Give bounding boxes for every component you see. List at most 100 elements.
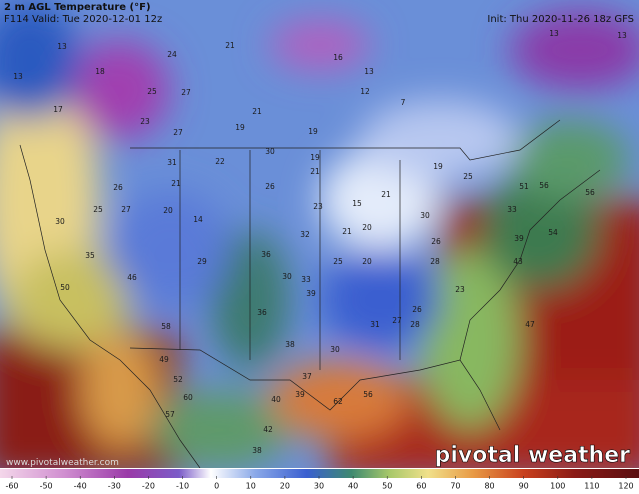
temperature-label: 36 [257,308,267,317]
colorbar-tick-label: 30 [314,482,324,491]
temperature-label: 21 [171,179,181,188]
temperature-label: 26 [431,237,441,246]
temperature-label: 29 [197,257,207,266]
colorbar-tick-label: 70 [450,482,460,491]
temperature-label: 25 [93,205,103,214]
temperature-label: 39 [306,289,316,298]
temperature-label: 49 [159,355,169,364]
colorbar-tick-label: 0 [214,482,219,491]
temperature-label: 38 [252,446,262,455]
temperature-label: 19 [310,153,320,162]
temperature-label: 13 [13,72,23,81]
temperature-label: 24 [167,50,177,59]
temperature-label: 37 [302,372,312,381]
colorbar-tick-label: 20 [280,482,290,491]
temperature-label: 33 [507,205,517,214]
temperature-label: 30 [55,217,65,226]
temperature-label: 21 [225,41,235,50]
colorbar-tick-label: 80 [484,482,494,491]
temperature-label: 21 [252,107,262,116]
temperature-label: 19 [235,123,245,132]
temperature-label: 26 [113,183,123,192]
temperature-label: 30 [420,211,430,220]
temperature-label: 20 [362,223,372,232]
temperature-label: 22 [215,157,225,166]
temperature-label: 27 [181,88,191,97]
temperature-label: 18 [95,67,105,76]
temperature-label: 25 [147,87,157,96]
colorbar-tick-label: 120 [618,482,633,491]
temperature-label: 20 [362,257,372,266]
temperature-label: 39 [514,234,524,243]
colorbar-tick-label: -60 [5,482,18,491]
temperature-label: 23 [455,285,465,294]
map-title: 2 m AGL Temperature (°F) [4,2,151,13]
temperature-label: 27 [392,316,402,325]
colorbar-tick-label: 60 [416,482,426,491]
temperature-label: 23 [313,202,323,211]
temperature-label: 26 [412,305,422,314]
temperature-label: 35 [85,251,95,260]
temperature-label: 15 [352,199,362,208]
station-labels: 13 18 17 13 24 21 16 13 12 7 13 13 25 27 23 27 19 19 21 31 2… [13,29,627,455]
temperature-label: 31 [167,158,177,167]
temperature-label: 19 [308,127,318,136]
temperature-label: 13 [549,29,559,38]
temperature-label: 52 [173,375,183,384]
temperature-label: 27 [173,128,183,137]
colorbar [0,469,639,478]
temperature-label: 33 [301,275,311,284]
temperature-label: 36 [261,250,271,259]
colorbar-tick-label: 40 [348,482,358,491]
temperature-label: 32 [300,230,310,239]
temperature-label: 30 [330,345,340,354]
temperature-label: 21 [310,167,320,176]
colorbar-tick-label: 90 [519,482,529,491]
temperature-label: 60 [183,393,193,402]
temperature-label: 12 [360,87,370,96]
temperature-label: 50 [60,283,70,292]
colorbar-tick-label: -40 [74,482,87,491]
temperature-label: 27 [121,205,131,214]
temperature-label: 56 [363,390,373,399]
temperature-label: 13 [57,42,67,51]
temperature-label: 25 [333,257,343,266]
temperature-label: 51 [519,182,529,191]
temperature-label: 30 [265,147,275,156]
temperature-label: 43 [513,257,523,266]
temperature-label: 56 [585,188,595,197]
colorbar-tick-label: 10 [246,482,256,491]
temperature-label: 16 [333,53,343,62]
temperature-label: 20 [163,206,173,215]
temperature-label: 40 [271,395,281,404]
colorbar-tick-label: -50 [40,482,53,491]
temperature-label: 47 [525,320,535,329]
temperature-label: 46 [127,273,137,282]
colorbar-tick-label: -20 [142,482,155,491]
watermark-brand: pivotal weather [435,443,630,468]
temperature-label: 13 [617,31,627,40]
colorbar-tick-label: 100 [550,482,565,491]
temperature-label: 39 [295,390,305,399]
valid-time: F114 Valid: Tue 2020-12-01 12z [4,14,162,25]
temperature-label: 54 [548,228,558,237]
temperature-label: 13 [364,67,374,76]
temperature-label: 30 [282,272,292,281]
colorbar-tick-label: -30 [108,482,121,491]
temperature-label: 56 [539,181,549,190]
temperature-label: 38 [285,340,295,349]
temperature-label: 7 [401,98,406,107]
temperature-label: 57 [165,410,175,419]
temperature-label: 62 [333,397,343,406]
temperature-field [0,0,639,468]
colorbar-ticks: -60 -50 -40 -30 -20 -10 0 10 20 30 40 50 60 70 80 90 100… [5,476,634,491]
temperature-label: 17 [53,105,63,114]
temperature-label: 31 [370,320,380,329]
colorbar-tick-label: 50 [382,482,392,491]
temperature-label: 21 [342,227,352,236]
colorbar-tick-label: 110 [584,482,599,491]
boundaries [19,119,601,468]
temperature-label: 28 [410,320,420,329]
temperature-label: 25 [463,172,473,181]
